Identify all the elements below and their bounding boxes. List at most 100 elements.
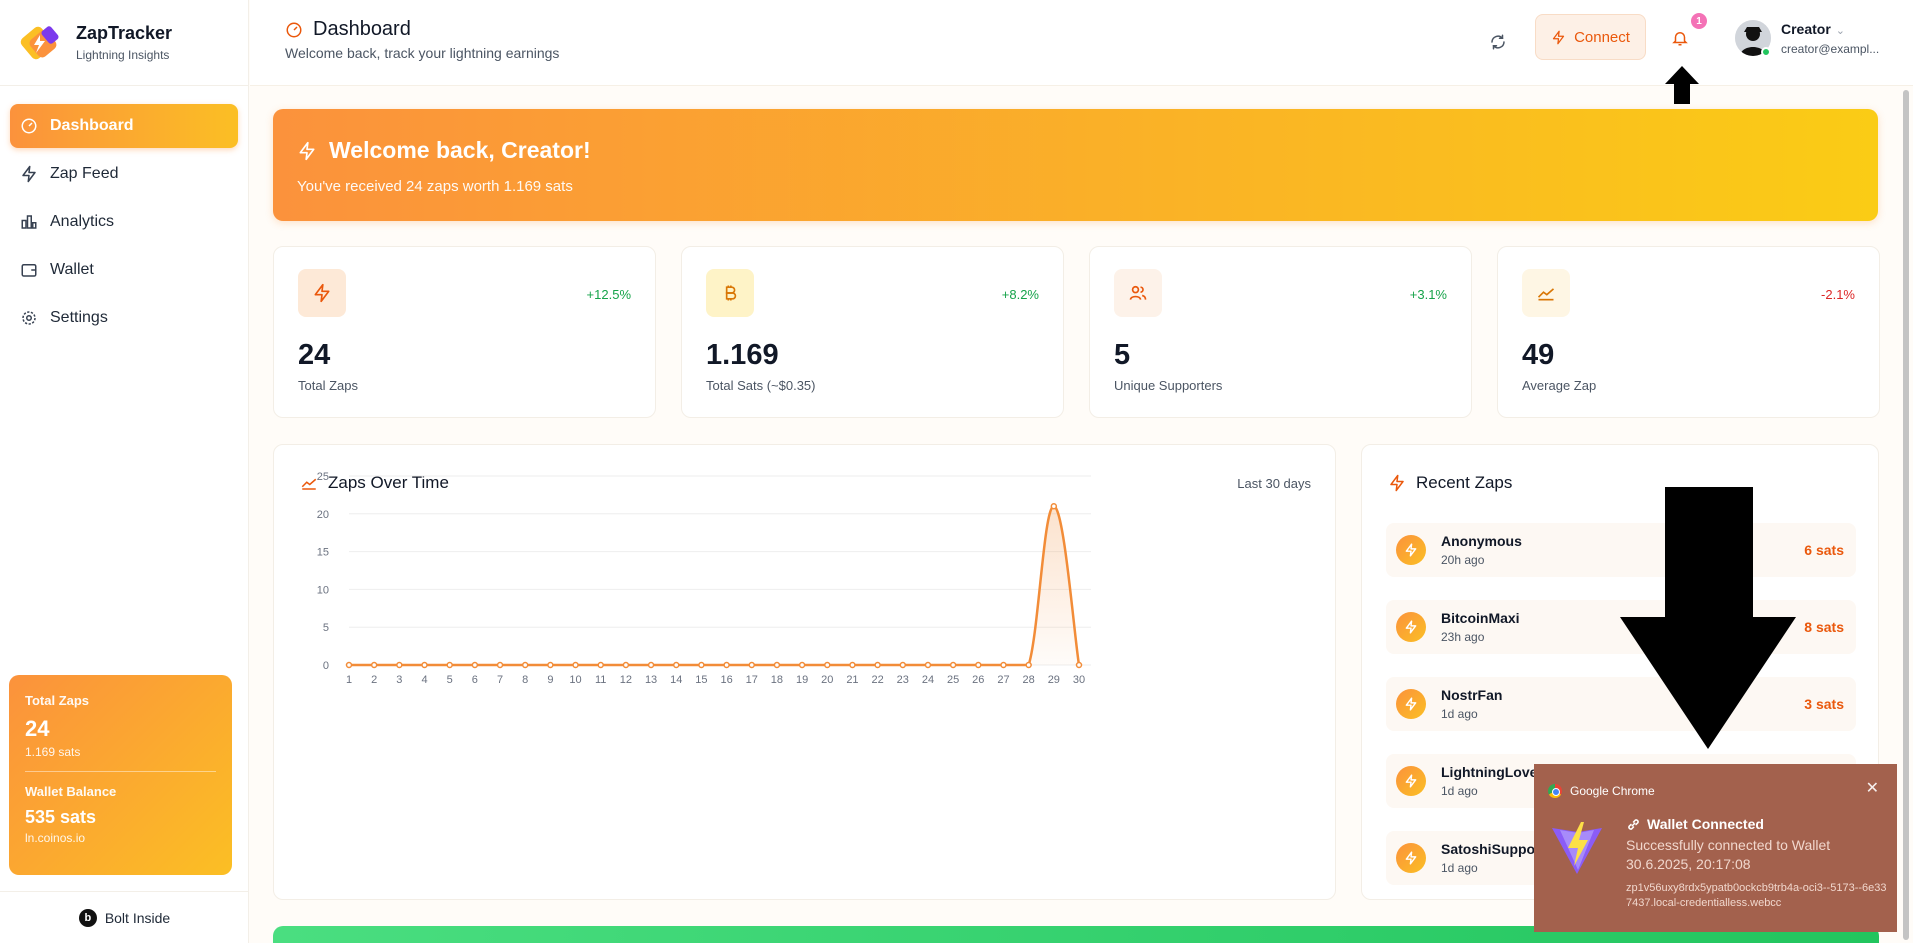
x-tick-label: 3 <box>396 674 402 686</box>
divider <box>25 771 216 772</box>
link-icon <box>1628 818 1639 830</box>
close-icon[interactable]: ✕ <box>1865 780 1879 797</box>
x-tick-label: 1 <box>346 674 352 686</box>
chrome-icon <box>1548 784 1562 798</box>
chart-range[interactable]: Last 30 days <box>1237 476 1311 491</box>
x-tick-label: 25 <box>947 674 959 686</box>
data-point <box>496 661 504 669</box>
chevron-down-icon: ⌄ <box>1835 25 1846 37</box>
x-tick-label: 2 <box>371 674 377 686</box>
gear-icon <box>22 311 36 325</box>
connect-button[interactable]: Connect <box>1535 14 1646 60</box>
data-point <box>1025 661 1032 669</box>
welcome-subtitle: You've received 24 zaps worth 1.169 sats <box>297 178 573 195</box>
dashboard-icon <box>286 22 302 37</box>
sidebar-item-wallet[interactable]: Wallet <box>10 248 238 292</box>
page-title: Dashboard <box>285 18 411 41</box>
zap-icon <box>1396 612 1426 642</box>
scrollbar[interactable] <box>1903 90 1909 940</box>
notification-message: Successfully connected to Wallet <box>1626 837 1831 853</box>
data-point <box>874 661 881 669</box>
notifications-button[interactable] <box>1662 20 1698 56</box>
y-tick-label: 15 <box>317 547 329 559</box>
total-sats-value: 1.169 sats <box>25 745 81 759</box>
data-point <box>597 661 604 669</box>
zap-sender: Anonymous <box>1441 533 1522 549</box>
x-tick-label: 11 <box>595 674 606 686</box>
bar-chart-icon <box>21 215 37 229</box>
x-tick-label: 30 <box>1073 674 1085 686</box>
zap-icon <box>22 165 36 183</box>
x-tick-label: 19 <box>796 674 808 686</box>
x-tick-label: 24 <box>922 674 934 686</box>
stat-card-total-zaps: +12.5% 24 Total Zaps <box>273 246 656 418</box>
list-item[interactable]: NostrFan 1d ago 3 sats <box>1386 677 1856 731</box>
stat-value: 24 <box>298 339 331 371</box>
series-line <box>349 504 1081 667</box>
x-tick-label: 8 <box>522 674 528 686</box>
x-tick-label: 4 <box>421 674 427 686</box>
welcome-title: Welcome back, Creator! <box>297 137 1854 164</box>
notification-title: Wallet Connected <box>1626 816 1764 832</box>
x-tick-label: 16 <box>720 674 732 686</box>
data-point <box>421 661 428 669</box>
data-point <box>924 661 932 669</box>
data-point <box>471 661 479 669</box>
stat-value: 5 <box>1114 339 1131 371</box>
zap-sender: NostrFan <box>1441 687 1503 703</box>
recent-zaps-title-text: Recent Zaps <box>1416 473 1513 492</box>
notification-header: Google Chrome <box>1548 784 1655 798</box>
x-tick-label: 27 <box>997 674 1009 686</box>
welcome-title-text: Welcome back, Creator! <box>329 137 591 163</box>
x-tick-label: 17 <box>746 674 758 686</box>
user-name: Creator <box>1781 21 1831 37</box>
user-menu[interactable]: Creator ⌄ <box>1781 21 1845 37</box>
brand[interactable]: ZapTracker Lightning Insights <box>0 0 248 86</box>
zap-time: 23h ago <box>1441 630 1485 644</box>
bolt-footer-label: Bolt Inside <box>104 909 171 926</box>
x-tick-label: 10 <box>569 674 581 686</box>
zap-icon <box>1396 766 1426 796</box>
list-item[interactable]: Anonymous 20h ago 6 sats <box>1386 523 1856 577</box>
data-point <box>370 661 378 669</box>
x-tick-label: 13 <box>645 674 657 686</box>
data-point <box>975 661 982 669</box>
wallet-provider: ln.coinos.io <box>25 831 86 845</box>
zap-sender: BitcoinMaxi <box>1441 610 1520 626</box>
data-point <box>622 661 630 669</box>
zap-time: 20h ago <box>1441 553 1485 567</box>
stat-icon-wrap <box>1114 269 1162 317</box>
x-tick-label: 12 <box>620 674 632 686</box>
sidebar-item-label: Settings <box>50 309 108 326</box>
page-title-text: Dashboard <box>313 18 411 40</box>
zap-icon <box>1390 474 1404 492</box>
x-tick-label: 15 <box>695 674 707 686</box>
refresh-button[interactable] <box>1480 24 1516 60</box>
stat-icon-wrap <box>1522 269 1570 317</box>
stat-label: Total Sats (~$0.35) <box>706 378 816 393</box>
zaptracker-logo-icon <box>18 21 62 65</box>
zap-amount: 3 sats <box>1804 696 1844 712</box>
sidebar-item-zap-feed[interactable]: Zap Feed <box>10 152 238 196</box>
area-fill <box>349 506 1079 665</box>
sidebar-summary-card: Total Zaps 24 1.169 sats Wallet Balance … <box>9 675 232 875</box>
zap-time: 1d ago <box>1441 784 1478 798</box>
data-point <box>698 661 705 669</box>
chrome-notification[interactable]: Google Chrome ✕ Wallet Connected Success… <box>1534 764 1897 932</box>
stat-change: -2.1% <box>1821 287 1855 302</box>
bolt-footer[interactable]: b Bolt Inside <box>0 891 249 943</box>
bell-icon <box>1672 32 1688 46</box>
sidebar-item-dashboard[interactable]: Dashboard <box>10 104 238 148</box>
brand-tagline: Lightning Insights <box>76 48 170 62</box>
users-icon <box>1129 285 1147 300</box>
zap-time: 1d ago <box>1441 707 1478 721</box>
zap-icon <box>1396 535 1426 565</box>
x-tick-label: 22 <box>871 674 883 686</box>
zap-amount: 6 sats <box>1804 542 1844 558</box>
sidebar-item-analytics[interactable]: Analytics <box>10 200 238 244</box>
stat-card-total-sats: +8.2% 1.169 Total Sats (~$0.35) <box>681 246 1064 418</box>
total-zaps-label: Total Zaps <box>25 693 90 708</box>
sidebar-item-settings[interactable]: Settings <box>10 296 238 340</box>
online-status-dot <box>1761 47 1771 57</box>
